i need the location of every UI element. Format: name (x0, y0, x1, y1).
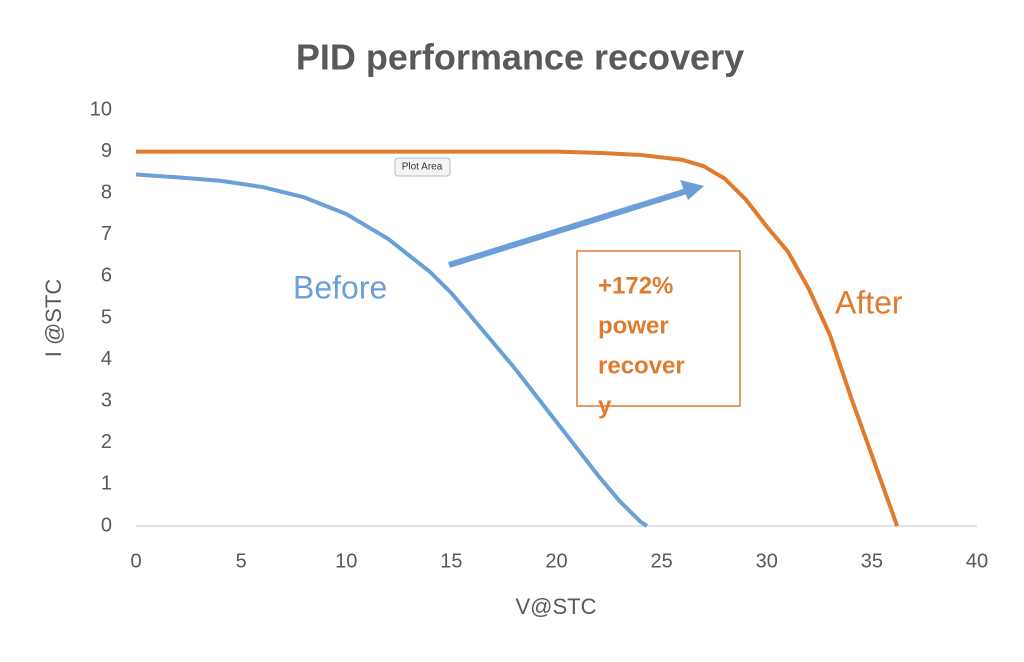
x-tick-label: 25 (651, 550, 673, 572)
tooltip-box (394, 157, 451, 177)
arrow-shaft (448, 187, 691, 268)
y-tick-label: 4 (101, 348, 112, 370)
x-axis-label: V@STC (515, 594, 596, 619)
y-tick-label: 5 (101, 306, 112, 328)
annotation-text: +172% (598, 272, 673, 299)
y-tick-label: 10 (90, 98, 112, 120)
series-label: Before (293, 269, 387, 305)
x-tick-label: 35 (861, 550, 883, 572)
x-tick-label: 10 (335, 550, 357, 572)
tooltip: Plot Area (402, 162, 443, 173)
y-tick-label: 1 (101, 473, 112, 495)
y-tick-label: 6 (101, 265, 112, 287)
y-tick-label: 0 (101, 514, 112, 536)
y-tick-label: 8 (101, 181, 112, 203)
annotation-text: y (598, 392, 612, 419)
y-tick-label: 9 (101, 140, 112, 162)
x-tick-label: 20 (545, 550, 567, 572)
chart-title: PID performance recovery (296, 37, 744, 78)
y-tick-label: 3 (101, 389, 112, 411)
line-series (136, 149, 899, 527)
y-tick-label: 7 (101, 223, 112, 245)
line-series (135, 172, 649, 528)
x-tick-label: 15 (440, 550, 462, 572)
x-tick-label: 40 (966, 550, 988, 572)
x-tick-label: 5 (236, 550, 247, 572)
annotation-text: recover (598, 352, 685, 379)
x-tick-label: 0 (130, 550, 141, 572)
series-label: After (835, 284, 903, 320)
annotation-text: power (598, 312, 669, 339)
annotation-box (576, 250, 741, 407)
y-tick-label: 2 (101, 431, 112, 453)
x-tick-label: 30 (756, 550, 778, 572)
y-axis-label: I @STC (41, 279, 66, 358)
arrow-head (680, 180, 704, 200)
